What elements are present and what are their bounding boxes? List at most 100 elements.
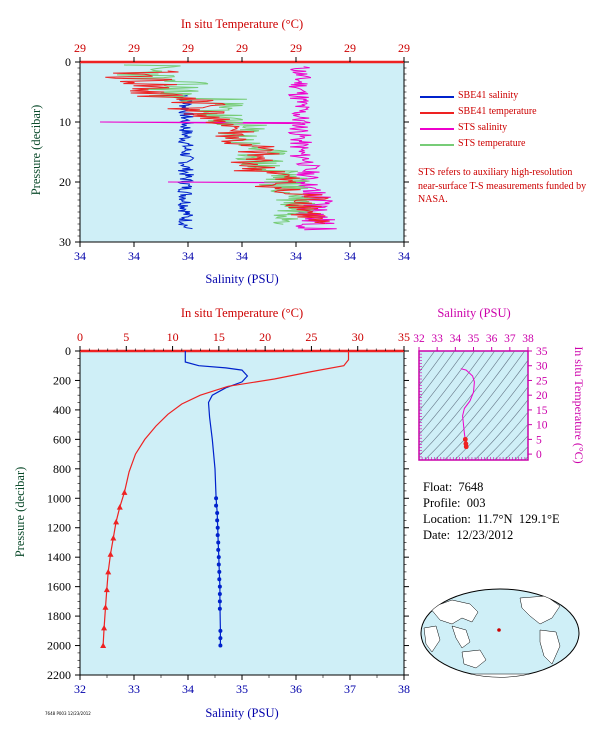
main-temperature-point: [113, 518, 120, 525]
top-series-sts-salinity: [99, 66, 337, 231]
top-salinity-axis-label: Salinity (PSU): [205, 272, 278, 286]
main-temperature-point: [107, 551, 114, 557]
top-salinity-tick-label: 34: [74, 249, 86, 263]
ts-salinity-tick-label: 37: [504, 333, 516, 345]
info-profile: Profile: 003: [423, 496, 486, 510]
main-temperature-point: [110, 535, 117, 541]
main-salinity-axis-label: Salinity (PSU): [205, 706, 278, 720]
main-salinity-point: [217, 584, 222, 589]
top-salinity-tick-label: 34: [182, 249, 194, 263]
main-salinity-point: [216, 540, 221, 545]
top-salinity-tick-label: 34: [236, 249, 248, 263]
legend-label-sts-temperature: STS temperature: [458, 138, 526, 149]
top-series-sbe41-temperature: [105, 70, 330, 224]
ts-density-contour: [419, 351, 456, 399]
ts-density-contour: [504, 435, 528, 460]
main-temperature-point: [101, 624, 108, 631]
ts-profile-point: [462, 436, 468, 442]
ts-salinity-tick-label: 32: [413, 333, 425, 345]
ts-salinity-tick-label: 38: [522, 333, 534, 345]
main-temperature-point: [100, 642, 107, 649]
ts-salinity-axis-label: Salinity (PSU): [437, 306, 510, 320]
legend-note: STS refers to auxiliary high-resolution …: [418, 167, 587, 205]
ts-salinity-tick-label: 35: [468, 333, 480, 345]
ts-temp-tick-label: 5: [536, 434, 542, 446]
ts-salinity-tick-label: 36: [486, 333, 498, 345]
main-pressure-tick-label: 200: [53, 373, 71, 387]
main-salinity-point: [218, 636, 223, 641]
ts-density-contour: [419, 351, 466, 412]
ts-temp-tick-label: 20: [536, 390, 548, 402]
map-land-australia: [461, 649, 487, 669]
main-pressure-tick-label: 1400: [47, 550, 71, 564]
legend-label-sbe41-temperature: SBE41 temperature: [458, 106, 537, 117]
ts-series-group: [460, 368, 475, 450]
main-salinity-tick-label: 36: [290, 682, 302, 696]
top-series-sbe41-salinity: [176, 94, 195, 230]
map-land-south-america: [539, 629, 561, 665]
main-salinity-tick-label: 33: [128, 682, 140, 696]
map-land-africa: [423, 625, 441, 653]
legend-label-sts-salinity: STS salinity: [458, 122, 508, 133]
main-pressure-tick-label: 1000: [47, 491, 71, 505]
top-temp-tick-label: 29: [290, 41, 302, 55]
info-date: Date: 12/23/2012: [423, 528, 514, 542]
main-series-salinity-line: [184, 351, 249, 646]
ts-density-contour: [419, 351, 436, 373]
ts-temp-axis-label: In situ Temperature (°C): [572, 346, 586, 463]
map-land-asia: [429, 599, 479, 625]
main-temp-tick-label: 30: [352, 330, 364, 344]
main-pressure-tick-label: 2200: [47, 668, 71, 682]
main-salinity-point: [217, 569, 222, 574]
main-salinity-tick-label: 37: [344, 682, 356, 696]
main-pressure-tick-label: 1200: [47, 521, 71, 535]
ts-temp-tick-label: 10: [536, 420, 548, 432]
main-temp-tick-label: 10: [167, 330, 179, 344]
main-salinity-point: [216, 555, 221, 560]
ts-density-contour: [539, 331, 601, 465]
ts-density-contour: [419, 351, 486, 435]
main-salinity-point: [214, 496, 219, 501]
main-pressure-tick-label: 1600: [47, 580, 71, 594]
main-temp-tick-label: 5: [123, 330, 129, 344]
main-pressure-tick-label: 1800: [47, 609, 71, 623]
ts-density-contour: [419, 351, 476, 424]
main-salinity-tick-label: 38: [398, 682, 410, 696]
top-salinity-tick-label: 34: [290, 249, 302, 263]
main-salinity-point: [217, 599, 222, 604]
map-land-se-asia: [451, 625, 471, 649]
main-salinity-point: [215, 533, 220, 538]
main-temperature-point: [105, 568, 112, 575]
footer-text: 7648 P003 12/23/2012: [45, 711, 91, 716]
ts-density-contour: [419, 351, 446, 387]
top-salinity-tick-label: 34: [344, 249, 356, 263]
main-pressure-tick-label: 400: [53, 403, 71, 417]
ts-profile-point: [463, 441, 469, 447]
ts-density-contour: [419, 351, 496, 446]
main-pressure-tick-label: 0: [65, 344, 71, 358]
top-temp-tick-label: 29: [236, 41, 248, 55]
top-temp-tick-label: 29: [128, 41, 140, 55]
ts-temp-tick-label: 15: [536, 405, 548, 417]
main-temp-tick-label: 15: [213, 330, 225, 344]
main-salinity-tick-label: 34: [182, 682, 194, 696]
top-temp-tick-label: 29: [74, 41, 86, 55]
main-salinity-tick-label: 35: [236, 682, 248, 696]
info-float: Float: 7648: [423, 480, 484, 494]
top-temp-axis-label: In situ Temperature (°C): [181, 17, 303, 31]
ts-density-contour: [514, 446, 528, 460]
top-pressure-tick-label: 30: [59, 235, 71, 249]
top-salinity-tick-label: 34: [128, 249, 140, 263]
ts-axes-group: 32 33 34 35 36 37 38 0 5 10 15 20 25 30 35: [413, 333, 548, 461]
top-series-group: [99, 64, 337, 231]
ts-density-contour: [484, 411, 528, 460]
ts-density-contour: [424, 351, 516, 460]
top-temp-tick-label: 29: [344, 41, 356, 55]
main-temp-tick-label: 20: [259, 330, 271, 344]
top-temp-tick-label: 29: [182, 41, 194, 55]
ts-salinity-tick-label: 34: [450, 333, 462, 345]
main-series-group: [100, 351, 350, 649]
main-salinity-point: [215, 511, 220, 515]
main-salinity-point: [217, 606, 222, 611]
top-pressure-tick-label: 20: [59, 175, 71, 189]
